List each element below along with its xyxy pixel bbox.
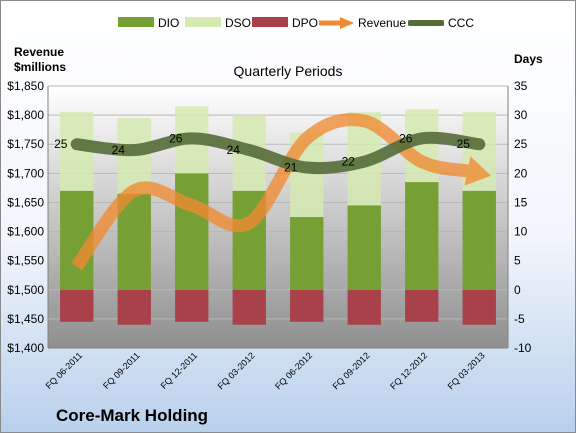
y-left-tick-label: $1,850 — [7, 79, 44, 93]
y-left-tick-label: $1,700 — [7, 166, 44, 180]
y-right-tick-label: 20 — [514, 166, 528, 180]
bar-dpo — [405, 289, 439, 322]
bar-dpo — [175, 289, 209, 322]
left-axis-title-line2: $millions — [14, 60, 67, 74]
legend-label: Revenue — [358, 16, 407, 30]
bar-dpo — [232, 289, 266, 325]
y-right-tick-label: 10 — [514, 225, 528, 239]
x-tick-label: FQ 09-2011 — [101, 350, 142, 391]
ccc-data-label: 24 — [227, 143, 241, 157]
x-tick-label: FQ 03-2012 — [216, 350, 257, 391]
y-right-tick-label: 25 — [514, 137, 528, 151]
legend-swatch — [407, 17, 445, 27]
y-left-tick-label: $1,800 — [7, 108, 44, 122]
chart-title: Quarterly Periods — [233, 63, 343, 79]
x-tick-label: FQ 03-2013 — [446, 350, 487, 391]
ccc-data-label: 21 — [284, 161, 298, 175]
y-right-tick-label: 15 — [514, 195, 528, 209]
legend-swatch — [252, 17, 288, 27]
x-tick-label: FQ 06-2011 — [44, 350, 85, 391]
legend-label: CCC — [448, 16, 474, 30]
y-left-tick-label: $1,550 — [7, 254, 44, 268]
y-right-tick-label: 0 — [514, 283, 521, 297]
x-tick-label: FQ 12-2011 — [159, 350, 200, 391]
bar-dpo — [347, 289, 381, 325]
legend-label: DSO — [225, 16, 252, 30]
right-axis-title: Days — [514, 52, 543, 66]
ccc-line — [70, 131, 486, 175]
bar-dio — [175, 173, 209, 290]
legend-swatch — [118, 17, 154, 27]
data-labels: 25 24 26 24 21 22 26 25 — [54, 131, 470, 174]
y-right-tick-label: 30 — [514, 108, 528, 122]
y-right-tick-label: -10 — [514, 341, 532, 355]
company-name: Core-Mark Holding — [56, 406, 209, 425]
y-right-tick-label: 5 — [514, 254, 521, 268]
left-axis-title: Revenue $millions — [14, 45, 66, 75]
y-left-tick-label: $1,650 — [7, 195, 44, 209]
bar-dio — [405, 182, 439, 290]
legend-swatch — [185, 17, 221, 27]
y-left-tick-label: $1,500 — [7, 283, 44, 297]
y-left-tick-label: $1,600 — [7, 225, 44, 239]
x-tick-label: FQ 12-2012 — [388, 350, 429, 391]
revenue-line — [71, 113, 469, 271]
bar-dio — [290, 217, 324, 290]
bar-dio — [347, 205, 381, 290]
legend-label: DIO — [158, 16, 180, 30]
ccc-data-label: 26 — [169, 131, 183, 145]
legend: DIO DSO DPO Revenue CCC — [0, 0, 576, 40]
bar-dpo — [117, 289, 151, 325]
y-left-tick-label: $1,450 — [7, 312, 44, 326]
x-tick-label: FQ 09-2012 — [331, 350, 372, 391]
y-right-tick-label: 35 — [514, 79, 528, 93]
bar-dpo — [462, 289, 496, 325]
x-tick-label: FQ 06-2012 — [273, 350, 314, 391]
ccc-data-label: 25 — [54, 137, 68, 151]
ccc-data-label: 26 — [399, 131, 413, 145]
left-axis-title-line1: Revenue — [14, 45, 65, 59]
bar-dio — [462, 190, 496, 290]
ccc-data-label: 25 — [457, 137, 471, 151]
y-left-tick-label: $1,750 — [7, 137, 44, 151]
revenue-arrowhead — [464, 156, 492, 186]
legend-swatch — [318, 17, 354, 29]
bar-dpo — [60, 289, 94, 322]
legend-label: DPO — [292, 16, 319, 30]
ccc-data-label: 22 — [342, 155, 356, 169]
bar-dpo — [290, 289, 324, 322]
series-lines — [70, 113, 492, 271]
y-left-tick-label: $1,400 — [7, 341, 44, 355]
ccc-data-label: 24 — [112, 143, 126, 157]
y-right-tick-label: -5 — [514, 312, 525, 326]
